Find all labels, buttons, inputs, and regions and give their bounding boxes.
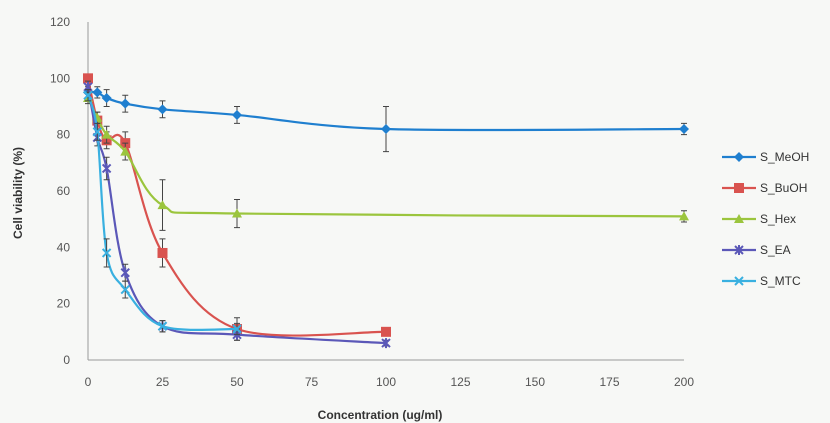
x-tick-label: 125: [450, 375, 470, 389]
x-tick-label: 25: [156, 375, 170, 389]
legend-marker: [734, 183, 744, 193]
x-tick-label: 50: [230, 375, 244, 389]
y-tick-label: 120: [50, 15, 70, 29]
legend-entry: S_Hex: [722, 212, 796, 226]
y-tick-label: 80: [57, 128, 71, 142]
legend-label: S_MeOH: [760, 150, 809, 164]
x-tick-label: 75: [305, 375, 319, 389]
data-point: [232, 110, 242, 120]
data-point: [381, 327, 391, 337]
y-tick-label: 0: [63, 353, 70, 367]
y-tick-label: 100: [50, 71, 70, 85]
data-point: [102, 93, 112, 103]
legend-entry: S_MeOH: [722, 150, 809, 164]
data-point: [92, 87, 102, 97]
y-tick-label: 20: [57, 297, 71, 311]
legend-label: S_Hex: [760, 212, 796, 226]
data-point: [381, 124, 391, 134]
legend-entry: S_BuOH: [722, 181, 807, 195]
data-point: [103, 163, 111, 173]
legend-label: S_MTC: [760, 274, 801, 288]
y-tick-label: 40: [57, 240, 71, 254]
legend-entry: S_EA: [722, 243, 791, 257]
x-tick-label: 100: [376, 375, 396, 389]
series-layer: [83, 73, 689, 348]
y-axis-title: Cell viability (%): [11, 147, 25, 239]
data-point: [158, 200, 168, 209]
legend-entry: S_MTC: [722, 274, 801, 288]
data-point: [679, 124, 689, 134]
y-tick-label: 60: [57, 184, 71, 198]
legend-label: S_EA: [760, 243, 791, 257]
axes: [88, 22, 684, 360]
x-axis-title: Concentration (ug/ml): [318, 408, 443, 422]
x-tick-label: 150: [525, 375, 545, 389]
data-point: [158, 104, 168, 114]
legend: S_MeOH S_BuOH S_Hex S_EA S_MTC: [722, 150, 809, 288]
data-point: [121, 268, 129, 278]
x-tick-label: 0: [85, 375, 92, 389]
data-point: [120, 99, 130, 109]
x-tick-label: 200: [674, 375, 694, 389]
legend-label: S_BuOH: [760, 181, 807, 195]
data-point: [158, 248, 168, 258]
legend-marker: [734, 152, 744, 162]
series-s-meoh: [83, 87, 689, 152]
x-tick-label: 175: [599, 375, 619, 389]
